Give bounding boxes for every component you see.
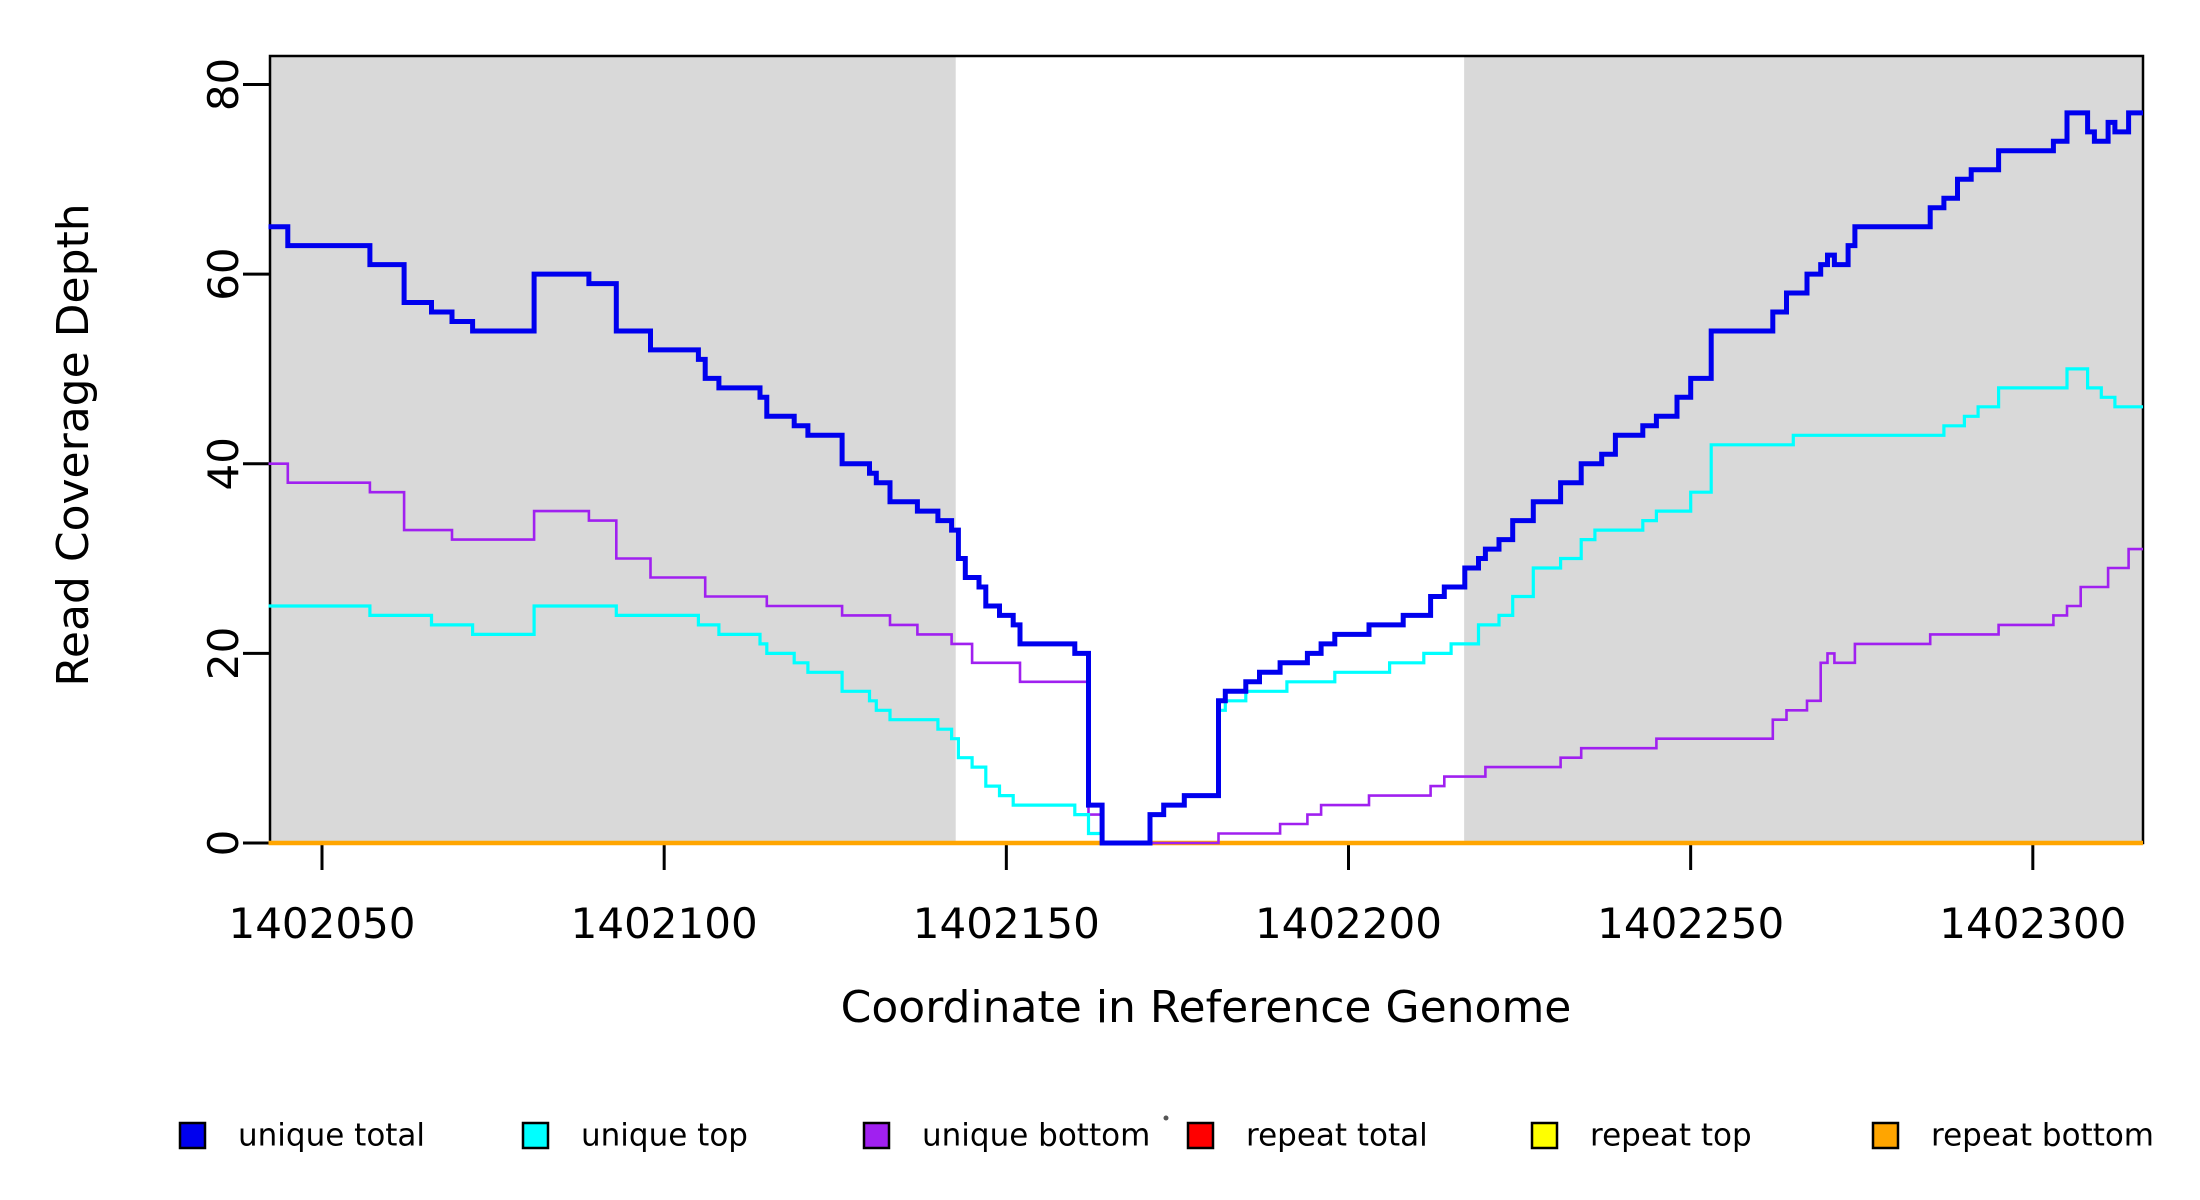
legend-label-unique-top: unique top <box>581 1118 748 1154</box>
x-tick-label: 1402250 <box>1597 899 1784 948</box>
y-tick-label: 80 <box>199 58 248 111</box>
shaded-region <box>270 56 956 843</box>
legend-label-repeat-top: repeat top <box>1590 1118 1752 1154</box>
x-tick-label: 1402300 <box>1939 899 2126 948</box>
legend-swatch-unique-total <box>178 1121 207 1150</box>
legend-swatch-repeat-total <box>1186 1121 1215 1150</box>
shaded-region <box>1464 56 2143 843</box>
legend-swatch-unique-bottom <box>862 1121 891 1150</box>
artifact-dot <box>1163 1115 1169 1121</box>
legend-label-repeat-total: repeat total <box>1246 1118 1428 1154</box>
y-tick-label: 60 <box>199 247 248 300</box>
legend-swatch-unique-top <box>521 1121 550 1150</box>
y-tick-label: 20 <box>199 627 248 680</box>
series-unique-bottom <box>268 462 2143 845</box>
x-tick-label: 1402200 <box>1255 899 1442 948</box>
x-tick-label: 1402100 <box>571 899 758 948</box>
x-tick-label: 1402150 <box>913 899 1100 948</box>
legend-label-unique-bottom: unique bottom <box>922 1118 1150 1154</box>
legend-label-repeat-bottom: repeat bottom <box>1931 1118 2154 1154</box>
legend-swatch-repeat-top <box>1530 1121 1559 1150</box>
series-unique-total <box>268 110 2143 846</box>
y-tick-label: 0 <box>199 830 248 857</box>
y-tick-label: 40 <box>199 437 248 490</box>
y-axis-title: Read Coverage Depth <box>48 203 99 686</box>
legend-swatch-repeat-bottom <box>1871 1121 1900 1150</box>
legend-label-unique-total: unique total <box>238 1118 425 1154</box>
x-axis-title: Coordinate in Reference Genome <box>841 982 1572 1033</box>
x-tick-label: 1402050 <box>228 899 415 948</box>
